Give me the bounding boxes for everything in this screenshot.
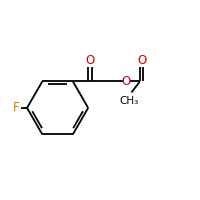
Text: O: O	[85, 54, 95, 67]
Text: F: F	[13, 101, 20, 114]
Text: CH₃: CH₃	[119, 96, 139, 106]
Text: O: O	[137, 54, 146, 67]
Text: O: O	[122, 75, 131, 88]
